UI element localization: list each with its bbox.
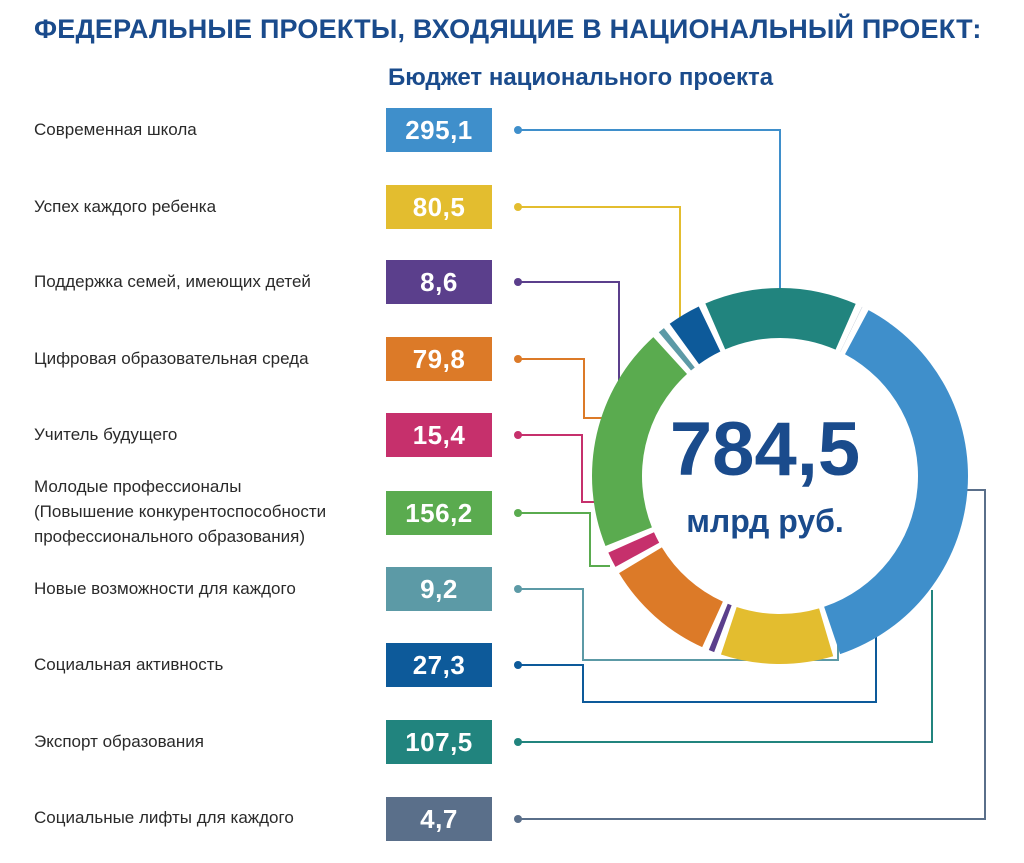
project-value: 4,7 <box>386 797 492 841</box>
project-value: 9,2 <box>386 567 492 611</box>
project-label: Поддержка семей, имеющих детей <box>34 272 311 291</box>
connector-line <box>518 358 602 419</box>
donut-slice <box>705 287 856 350</box>
project-label: Успех каждого ребенка <box>34 197 217 216</box>
connector-line <box>518 434 600 503</box>
project-value: 79,8 <box>386 337 492 381</box>
connector-line <box>518 590 933 743</box>
project-value: 107,5 <box>386 720 492 764</box>
connector-dot <box>514 278 522 286</box>
connector-dot <box>514 355 522 363</box>
connector-dot <box>514 126 522 134</box>
connector-line <box>518 628 877 703</box>
project-label: Экспорт образования <box>34 732 204 751</box>
connector-dot <box>514 738 522 746</box>
connector-line <box>518 281 620 387</box>
chart-title: ФЕДЕРАЛЬНЫЕ ПРОЕКТЫ, ВХОДЯЩИЕ В НАЦИОНАЛ… <box>34 14 982 44</box>
project-label: Социальные лифты для каждого <box>34 808 294 827</box>
donut-slice <box>669 306 721 365</box>
donut-slice <box>619 547 723 648</box>
donut-slice <box>840 306 863 352</box>
total-unit: млрд руб. <box>686 503 844 539</box>
connector-dot <box>514 509 522 517</box>
connector-dot <box>514 815 522 823</box>
donut-slice <box>592 337 688 546</box>
connector-line <box>518 588 839 661</box>
project-label: Современная школа <box>34 120 197 139</box>
project-label: Новые возможности для каждого <box>34 579 296 598</box>
donut-slice <box>658 328 695 371</box>
donut-slice <box>720 607 834 664</box>
project-value: 80,5 <box>386 185 492 229</box>
connector-dot <box>514 431 522 439</box>
project-label: Цифровая образовательная среда <box>34 349 309 368</box>
project-value: 27,3 <box>386 643 492 687</box>
connector-line <box>518 512 610 567</box>
project-value: 15,4 <box>386 413 492 457</box>
connector-dot <box>514 203 522 211</box>
project-value: 156,2 <box>386 491 492 535</box>
project-value: 8,6 <box>386 260 492 304</box>
donut-slice <box>824 310 968 655</box>
project-label: Социальная активность <box>34 655 224 674</box>
connector-dot <box>514 661 522 669</box>
project-label: Молодые профессионалы (Повышение конкуре… <box>34 477 327 546</box>
donut-slice <box>708 603 732 653</box>
project-value: 295,1 <box>386 108 492 152</box>
chart-subtitle: Бюджет национального проекта <box>388 64 774 91</box>
total-value: 784,5 <box>669 407 861 492</box>
connector-line <box>518 129 781 292</box>
connector-line <box>518 206 681 322</box>
connector-dot <box>514 585 522 593</box>
donut-slice <box>608 532 660 567</box>
project-label: Учитель будущего <box>34 425 178 444</box>
connector-line <box>518 489 986 820</box>
